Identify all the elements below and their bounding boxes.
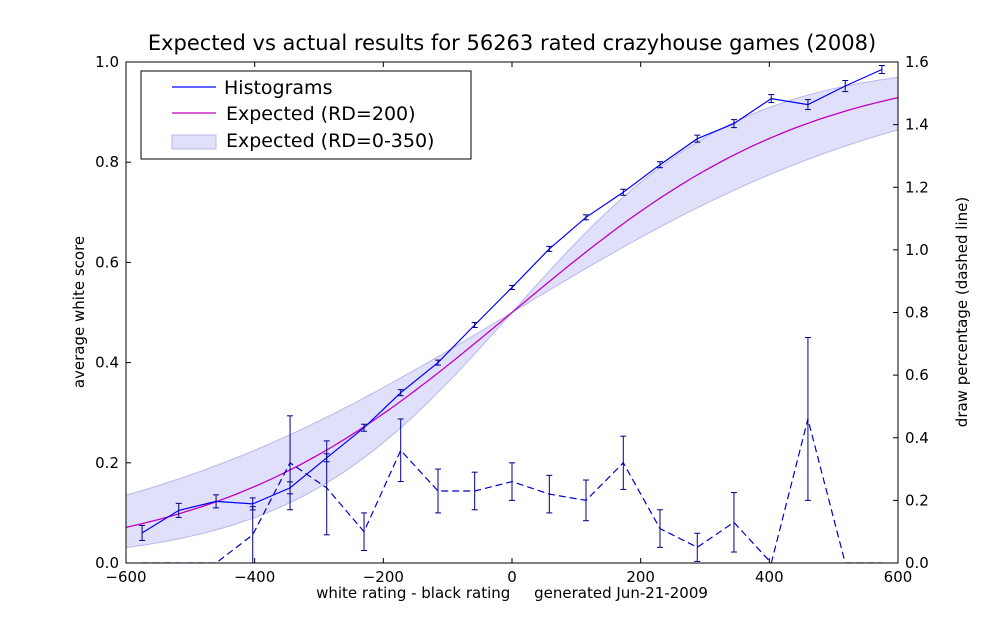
- x-tick-label: −200: [363, 568, 404, 586]
- chart-title: Expected vs actual results for 56263 rat…: [148, 31, 876, 55]
- draw-errorbar-6: [361, 512, 368, 551]
- draw-errorbar-9: [471, 471, 478, 511]
- legend: Histograms Expected (RD=200) Expected (R…: [140, 70, 472, 160]
- draw-errorbar-16: [730, 492, 737, 553]
- draw-errorbar-7: [397, 418, 404, 483]
- histogram-errorbar-0: [139, 524, 146, 541]
- y-left-tick-label: 0.8: [95, 153, 119, 171]
- histogram-errorbar-17: [768, 94, 775, 104]
- draw-errorbar-15: [694, 532, 701, 562]
- histogram-errorbar-8: [435, 359, 442, 366]
- x-tick-label: 0: [507, 568, 517, 586]
- legend-swatch-expected-band: [171, 134, 217, 150]
- draw-errorbar-13: [620, 435, 627, 490]
- draw-errorbar-8: [435, 468, 442, 514]
- y-right-tick-label: 0.2: [905, 491, 929, 509]
- x-tick-label: −600: [105, 568, 146, 586]
- histogram-errorbar-18: [804, 99, 811, 111]
- y-right-tick-label: 0.6: [905, 366, 929, 384]
- histogram-errorbar-1: [175, 502, 182, 518]
- x-tick-label: 400: [755, 568, 784, 586]
- histogram-errorbar-16: [730, 119, 737, 129]
- histogram-errorbar-20: [878, 65, 885, 75]
- draw-errorbar-10: [509, 462, 515, 501]
- expected-band: [126, 76, 898, 549]
- x-tick-label: 200: [626, 568, 655, 586]
- plot-area: [126, 65, 898, 563]
- y-right-tick-label: 0.8: [905, 304, 929, 322]
- y-left-tick-label: 0.2: [95, 454, 119, 472]
- legend-label-expected-band: Expected (RD=0-350): [226, 130, 434, 152]
- draw-errorbar-14: [656, 509, 663, 548]
- legend-label-histograms: Histograms: [224, 77, 332, 99]
- y-right-tick-label: 1.6: [905, 53, 929, 71]
- axes-ticks: −600 −400 −200 0 200 400 6000.00.20.40.60.81.0…: [95, 53, 929, 586]
- histogram-errorbar-14: [656, 161, 663, 169]
- y-left-tick-label: 0.4: [95, 354, 119, 372]
- histogram-errorbar-12: [582, 214, 589, 221]
- histogram-errorbar-9: [471, 322, 478, 329]
- y-right-tick-label: 0.4: [905, 429, 929, 447]
- draw-errorbar-18: [804, 337, 811, 501]
- draw-errorbar-11: [546, 474, 553, 514]
- y-axis-label-left: average white score: [70, 236, 88, 388]
- x-axis-label: white rating - black rating generated Ju…: [316, 584, 708, 602]
- histogram-errorbar-13: [620, 188, 627, 196]
- draw-errorbar-5: [323, 440, 330, 536]
- y-left-tick-label: 0.0: [95, 554, 119, 572]
- x-tick-label: 600: [884, 568, 913, 586]
- histogram-errorbar-15: [694, 134, 701, 143]
- draw-errorbar-12: [582, 479, 589, 522]
- histogram-errorbar-2: [213, 494, 220, 509]
- y-right-tick-label: 1.0: [905, 241, 929, 259]
- draw-errorbar-4: [287, 415, 294, 511]
- y-axis-label-right: draw percentage (dashed line): [953, 197, 971, 427]
- y-left-tick-label: 1.0: [95, 53, 119, 71]
- histogram-errorbar-6: [361, 423, 368, 432]
- y-right-tick-label: 1.2: [905, 178, 929, 196]
- y-right-tick-label: 1.4: [905, 116, 929, 134]
- histogram-errorbar-7: [397, 389, 404, 397]
- plot-clip-group: [126, 65, 898, 563]
- histogram-errorbar-10: [509, 284, 515, 290]
- histogram-errorbar-11: [546, 245, 553, 252]
- legend-label-expected: Expected (RD=200): [226, 103, 416, 125]
- y-right-tick-label: 0.0: [905, 554, 929, 572]
- expected-curve: [126, 96, 898, 529]
- draw-errorbar-3: [249, 506, 256, 563]
- histogram-errorbar-19: [842, 80, 849, 93]
- y-left-tick-label: 0.6: [95, 253, 119, 271]
- x-tick-label: −400: [234, 568, 275, 586]
